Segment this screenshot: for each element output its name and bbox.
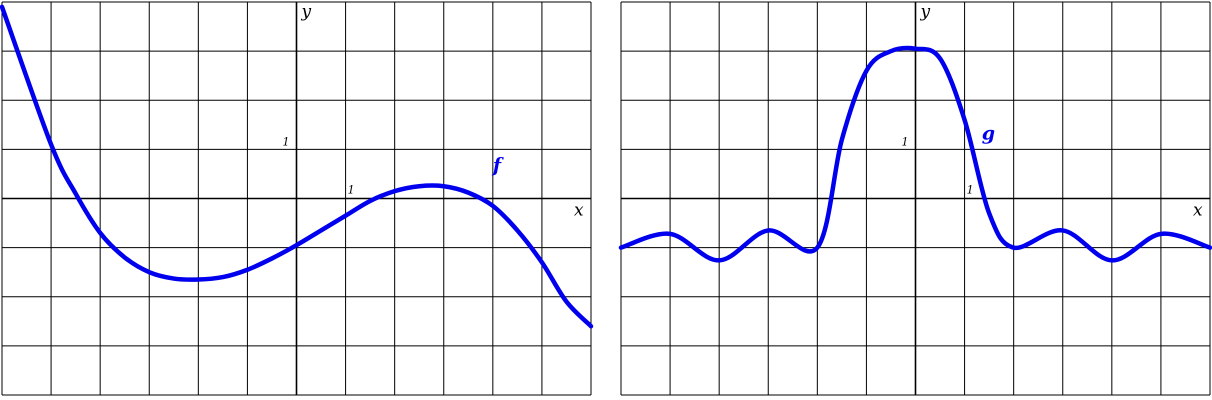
x-axis-label: x	[574, 201, 584, 221]
chart-panel-f: x y 1 1 f	[0, 1, 594, 396]
y-axis-label: y	[301, 2, 312, 22]
series-line-f	[0, 4, 594, 329]
series-line-g	[618, 45, 1212, 263]
x-tick-label-1: 1	[348, 184, 355, 197]
y-tick-label-1: 1	[902, 135, 909, 148]
y-axis-label: y	[920, 2, 931, 22]
series-label-f: f	[491, 154, 504, 176]
chart-panel-g: x y 1 1 g	[618, 1, 1212, 396]
x-axis-label: x	[1193, 201, 1203, 221]
series-label-g: g	[982, 123, 995, 145]
x-tick-label-1: 1	[967, 184, 974, 197]
y-tick-label-1: 1	[283, 135, 290, 148]
